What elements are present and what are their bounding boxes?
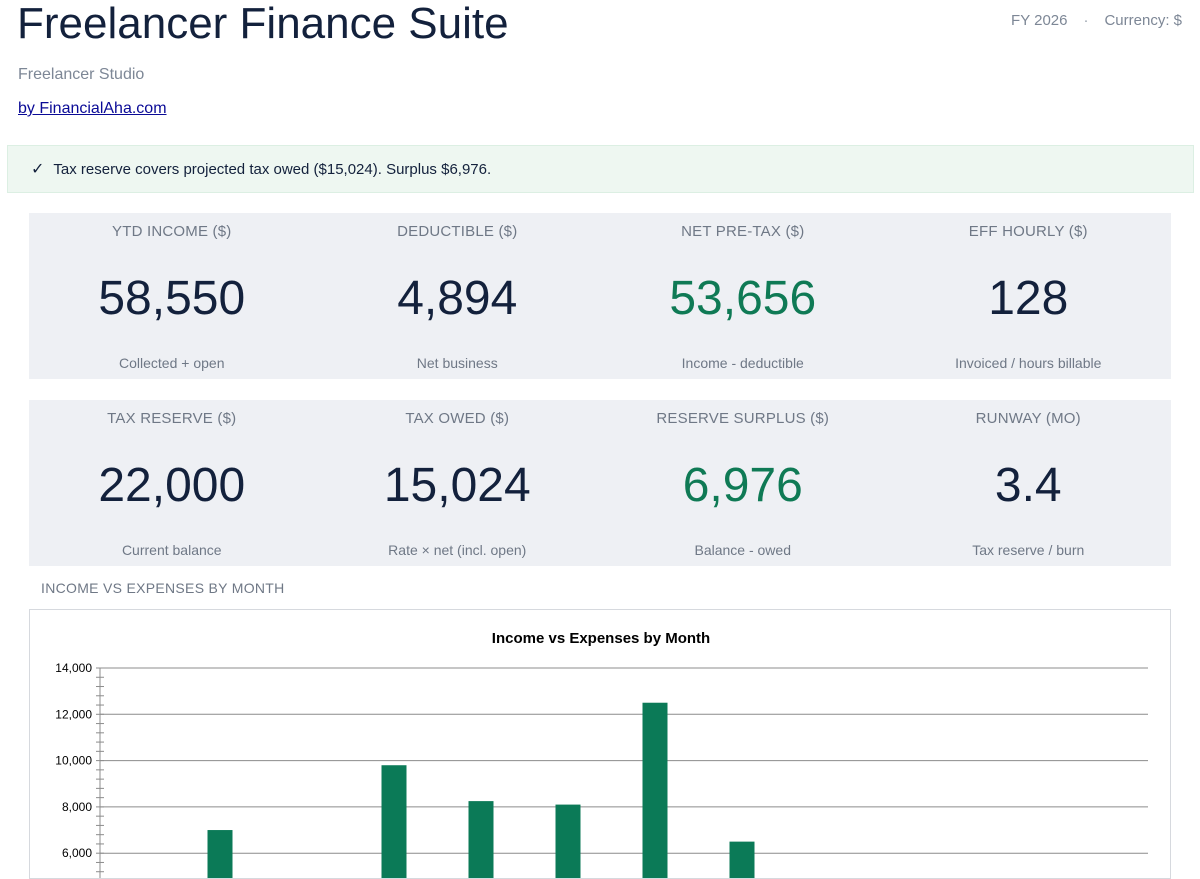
y-tick-label: 8,000 bbox=[62, 800, 92, 814]
meta-separator: · bbox=[1083, 12, 1089, 29]
chart-canvas: Income vs Expenses by Month 6,000 8,000 10,… bbox=[55, 630, 1148, 878]
currency-label: Currency: $ bbox=[1104, 12, 1182, 29]
kpi-value: 4,894 bbox=[397, 272, 518, 325]
kpi-caption: Invoiced / hours billable bbox=[955, 355, 1102, 371]
alert-text: Tax reserve covers projected tax owed ($… bbox=[53, 160, 492, 178]
kpi-deductible: DEDUCTIBLE ($) 4,894 Net business bbox=[315, 213, 601, 379]
kpi-caption: Tax reserve / burn bbox=[972, 542, 1085, 558]
kpi-net-pre-tax: NET PRE-TAX ($) 53,656 Income - deductib… bbox=[600, 213, 886, 379]
kpi-label: DEDUCTIBLE ($) bbox=[397, 223, 518, 240]
chart-section-heading: INCOME VS EXPENSES BY MONTH bbox=[41, 580, 285, 596]
chart-bar bbox=[555, 804, 581, 878]
kpi-label: TAX RESERVE ($) bbox=[107, 410, 237, 427]
kpi-value: 128 bbox=[988, 272, 1069, 325]
kpi-value: 3.4 bbox=[994, 459, 1062, 512]
kpi-ytd-income: YTD INCOME ($) 58,550 Collected + open bbox=[29, 213, 315, 379]
kpi-tax-reserve: TAX RESERVE ($) 22,000 Current balance bbox=[29, 400, 315, 566]
kpi-caption: Rate × net (incl. open) bbox=[388, 542, 527, 558]
kpi-row-2: TAX RESERVE ($) 22,000 Current balance T… bbox=[29, 400, 1171, 566]
y-tick-label: 14,000 bbox=[55, 661, 92, 675]
kpi-caption: Collected + open bbox=[119, 355, 225, 371]
studio-name: Freelancer Studio bbox=[18, 66, 145, 83]
chart-bar bbox=[729, 841, 755, 878]
kpi-eff-hourly: EFF HOURLY ($) 128 Invoiced / hours bill… bbox=[886, 213, 1172, 379]
income-expenses-chart: Income vs Expenses by Month 6,000 8,000 10,… bbox=[29, 609, 1171, 879]
kpi-value: 6,976 bbox=[682, 459, 803, 512]
kpi-value: 22,000 bbox=[98, 459, 246, 512]
kpi-label: RESERVE SURPLUS ($) bbox=[656, 410, 830, 427]
fiscal-year-label: FY 2026 bbox=[1011, 12, 1068, 29]
kpi-caption: Income - deductible bbox=[681, 355, 804, 371]
chart-bar bbox=[468, 801, 494, 878]
kpi-runway: RUNWAY (MO) 3.4 Tax reserve / burn bbox=[886, 400, 1172, 566]
kpi-label: RUNWAY (MO) bbox=[975, 410, 1081, 427]
kpi-tax-owed: TAX OWED ($) 15,024 Rate × net (incl. op… bbox=[315, 400, 601, 566]
chart-title: Income vs Expenses by Month bbox=[492, 630, 710, 647]
page-title: Freelancer Finance Suite bbox=[17, 0, 509, 48]
check-icon: ✓ bbox=[31, 161, 45, 178]
kpi-caption: Current balance bbox=[121, 542, 222, 558]
kpi-label: TAX OWED ($) bbox=[405, 410, 510, 427]
kpi-value: 15,024 bbox=[383, 459, 531, 512]
chart-bar bbox=[207, 830, 233, 878]
y-tick-label: 12,000 bbox=[55, 707, 92, 721]
header-meta: FY 2026 · Currency: $ bbox=[1011, 12, 1182, 29]
kpi-label: EFF HOURLY ($) bbox=[968, 223, 1088, 240]
byline-link[interactable]: by FinancialAha.com bbox=[18, 100, 167, 117]
kpi-caption: Net business bbox=[416, 355, 498, 371]
chart-bar bbox=[642, 702, 668, 878]
kpi-row-1: YTD INCOME ($) 58,550 Collected + open D… bbox=[29, 213, 1171, 379]
kpi-caption: Balance - owed bbox=[694, 542, 791, 558]
kpi-label: NET PRE-TAX ($) bbox=[681, 223, 805, 240]
y-tick-label: 6,000 bbox=[62, 846, 92, 860]
chart-bar bbox=[381, 765, 407, 878]
kpi-value: 53,656 bbox=[669, 272, 817, 325]
kpi-label: YTD INCOME ($) bbox=[112, 223, 232, 240]
y-tick-label: 10,000 bbox=[55, 754, 92, 768]
kpi-value: 58,550 bbox=[98, 272, 246, 325]
kpi-reserve-surplus: RESERVE SURPLUS ($) 6,976 Balance - owed bbox=[600, 400, 886, 566]
tax-reserve-alert: ✓ Tax reserve covers projected tax owed … bbox=[7, 145, 1194, 193]
